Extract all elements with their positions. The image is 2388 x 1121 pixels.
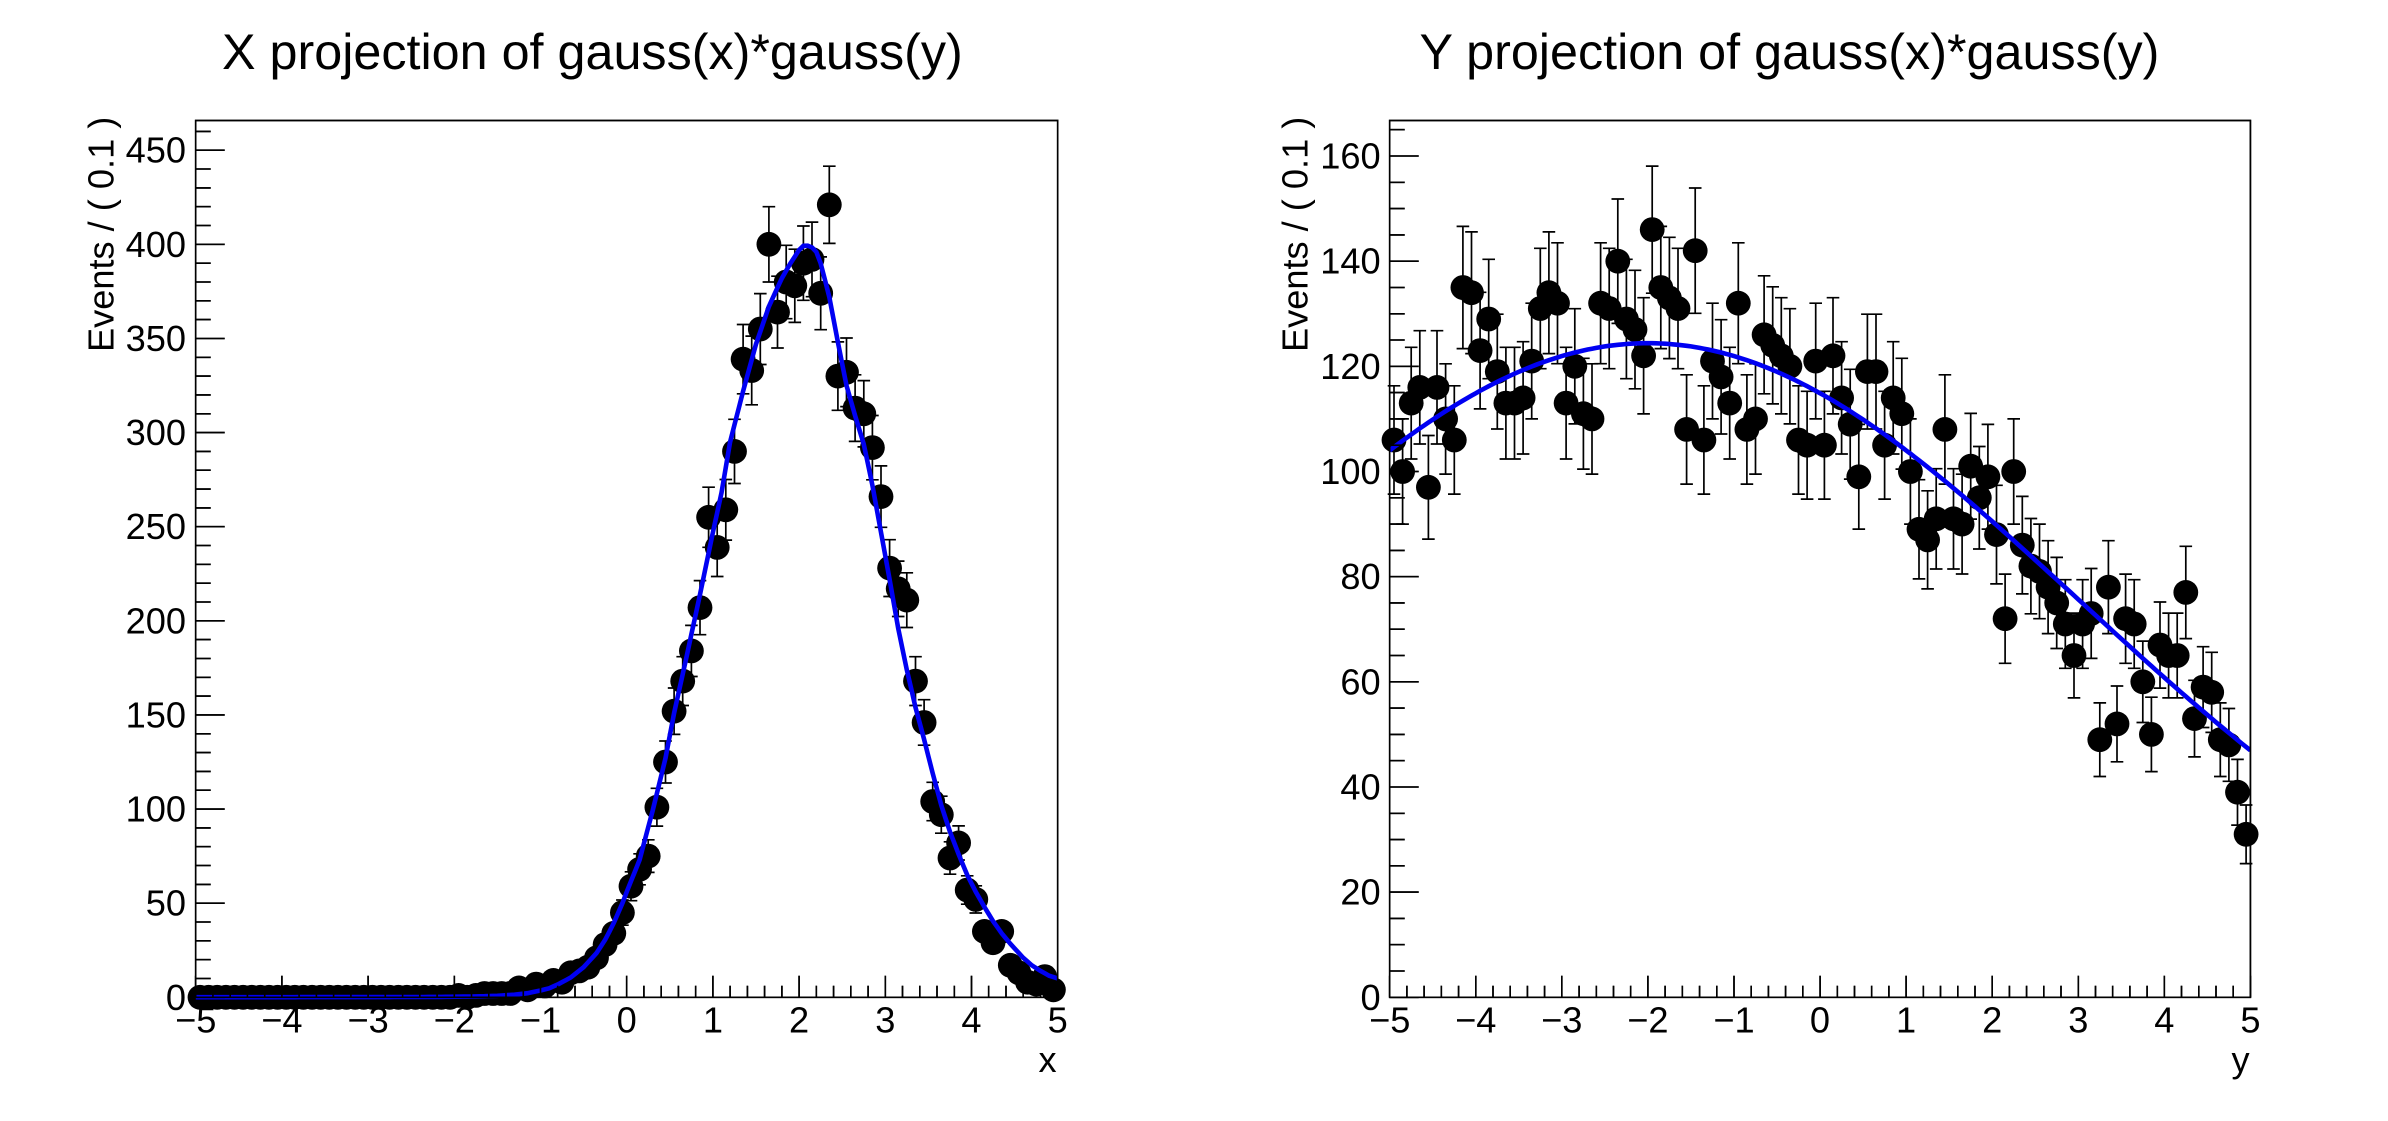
svg-text:0: 0 xyxy=(1810,1000,1830,1041)
svg-text:−4: −4 xyxy=(1455,1000,1496,1041)
svg-text:5: 5 xyxy=(1048,1000,1068,1041)
svg-text:120: 120 xyxy=(1320,346,1380,387)
svg-text:X projection of gauss(x)*gauss: X projection of gauss(x)*gauss(y) xyxy=(222,23,963,80)
svg-text:4: 4 xyxy=(961,1000,981,1041)
svg-text:3: 3 xyxy=(2068,1000,2088,1041)
svg-text:80: 80 xyxy=(1340,556,1380,597)
svg-text:4: 4 xyxy=(2154,1000,2174,1041)
svg-text:y: y xyxy=(2231,1039,2250,1080)
svg-text:1: 1 xyxy=(703,1000,723,1041)
svg-text:Events / ( 0.1 ): Events / ( 0.1 ) xyxy=(1275,117,1316,352)
svg-text:3: 3 xyxy=(875,1000,895,1041)
svg-text:60: 60 xyxy=(1340,661,1380,702)
svg-text:150: 150 xyxy=(126,694,186,735)
svg-text:Y projection of gauss(x)*gauss: Y projection of gauss(x)*gauss(y) xyxy=(1420,23,2160,80)
svg-text:2: 2 xyxy=(789,1000,809,1041)
svg-text:0: 0 xyxy=(1361,977,1381,1018)
svg-text:160: 160 xyxy=(1320,136,1380,177)
svg-text:Events / ( 0.1 ): Events / ( 0.1 ) xyxy=(81,117,122,352)
svg-text:20: 20 xyxy=(1340,872,1380,913)
svg-text:−1: −1 xyxy=(1713,1000,1754,1041)
svg-text:−1: −1 xyxy=(520,1000,561,1041)
svg-text:0: 0 xyxy=(166,977,186,1018)
svg-text:350: 350 xyxy=(126,318,186,359)
svg-text:−5: −5 xyxy=(1369,1000,1410,1041)
svg-text:−5: −5 xyxy=(175,1000,216,1041)
svg-text:100: 100 xyxy=(126,789,186,830)
svg-text:−2: −2 xyxy=(1627,1000,1668,1041)
svg-text:200: 200 xyxy=(126,600,186,641)
svg-text:5: 5 xyxy=(2240,1000,2260,1041)
svg-text:1: 1 xyxy=(1896,1000,1916,1041)
svg-text:140: 140 xyxy=(1320,241,1380,282)
svg-text:300: 300 xyxy=(126,412,186,453)
svg-text:−2: −2 xyxy=(434,1000,475,1041)
svg-text:400: 400 xyxy=(126,224,186,265)
svg-text:0: 0 xyxy=(617,1000,637,1041)
svg-text:50: 50 xyxy=(146,883,186,924)
svg-text:450: 450 xyxy=(126,130,186,171)
svg-text:2: 2 xyxy=(1982,1000,2002,1041)
svg-text:−3: −3 xyxy=(1541,1000,1582,1041)
svg-text:−3: −3 xyxy=(347,1000,388,1041)
svg-text:−4: −4 xyxy=(261,1000,302,1041)
svg-text:100: 100 xyxy=(1320,451,1380,492)
svg-text:40: 40 xyxy=(1340,767,1380,808)
svg-text:x: x xyxy=(1038,1039,1056,1080)
svg-text:250: 250 xyxy=(126,506,186,547)
